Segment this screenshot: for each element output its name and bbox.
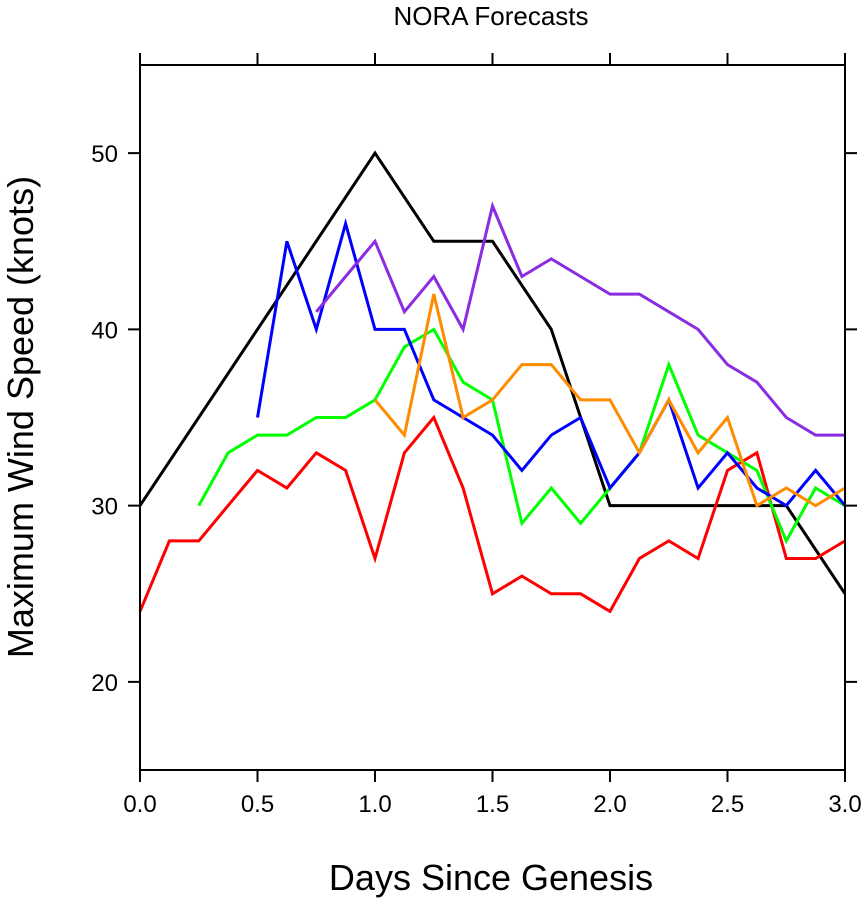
tick-labels: 0.0 0.5 1.0 1.5 2.0 2.5 3.0 20 30 40 50 bbox=[91, 141, 861, 818]
x-axis-title: Days Since Genesis bbox=[329, 857, 653, 898]
y-axis-title: Maximum Wind Speed (knots) bbox=[0, 176, 41, 658]
y-tick-label: 50 bbox=[91, 141, 118, 168]
series-lines bbox=[138, 150, 847, 614]
chart-title: NORA Forecasts bbox=[393, 1, 588, 31]
x-tick-label: 0.0 bbox=[123, 791, 156, 818]
x-tick-label: 1.0 bbox=[358, 791, 391, 818]
series-line-6 bbox=[373, 293, 846, 508]
series-line-3 bbox=[197, 327, 846, 545]
x-tick-label: 2.5 bbox=[711, 791, 744, 818]
x-tick-label: 0.5 bbox=[241, 791, 274, 818]
plot-frame bbox=[139, 64, 846, 771]
x-tick-label: 3.0 bbox=[828, 791, 861, 818]
y-tick-label: 30 bbox=[91, 494, 118, 521]
series-line-2 bbox=[138, 414, 846, 614]
y-tick-label: 20 bbox=[91, 670, 118, 697]
series-line-1 bbox=[138, 150, 847, 595]
x-tick-label: 1.5 bbox=[476, 791, 509, 818]
x-tick-label: 2.0 bbox=[593, 791, 626, 818]
y-tick-label: 40 bbox=[91, 317, 118, 344]
series-line-5 bbox=[315, 201, 845, 437]
axis-ticks bbox=[128, 53, 857, 782]
